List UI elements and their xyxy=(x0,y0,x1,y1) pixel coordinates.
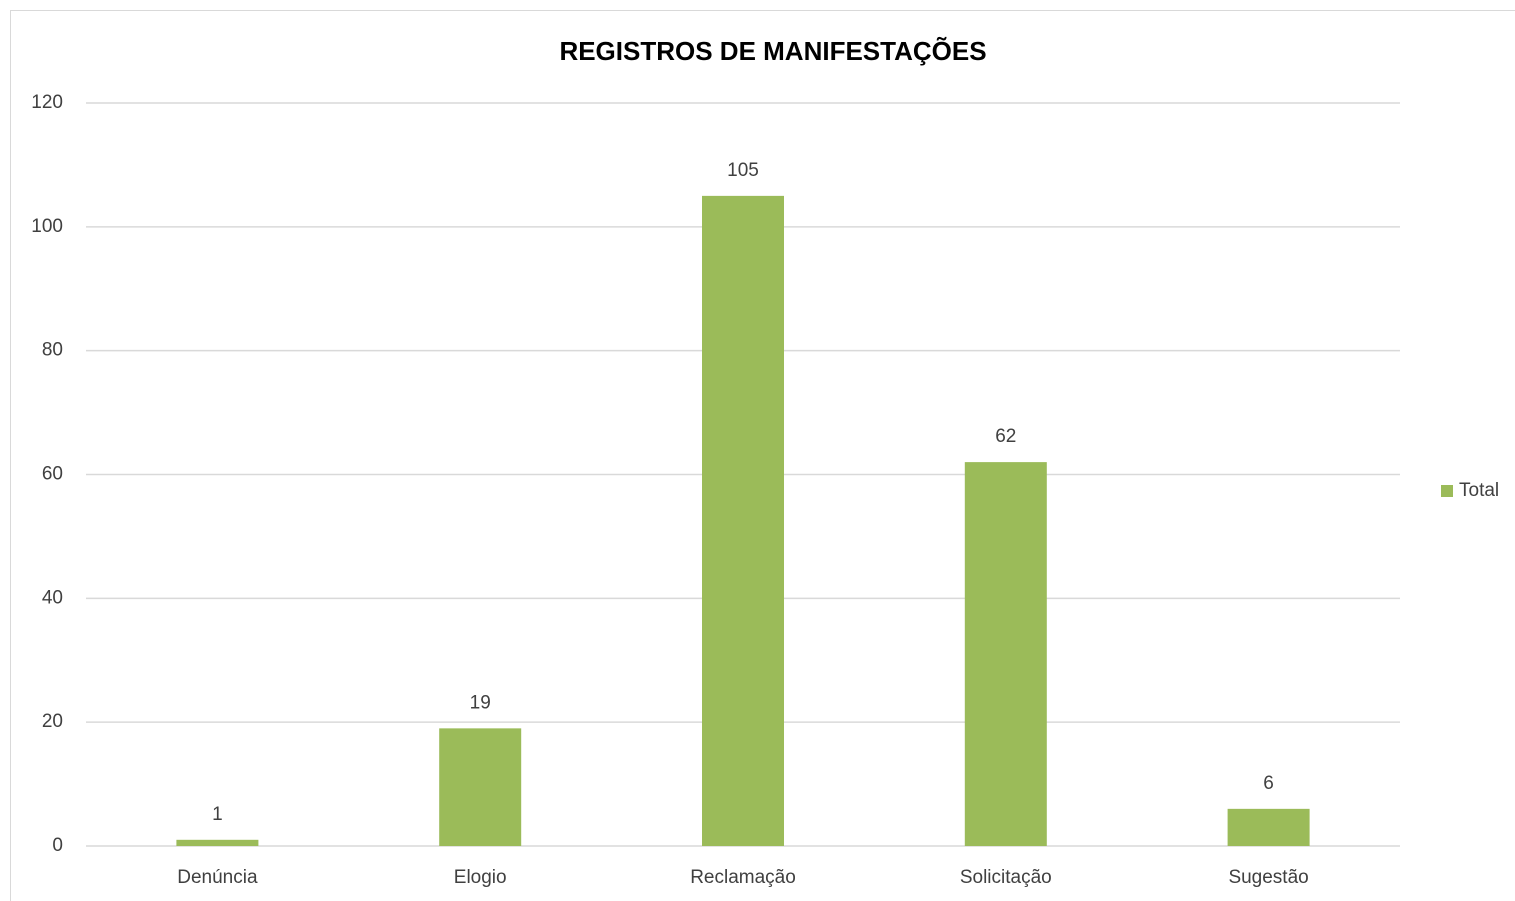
bar xyxy=(1227,808,1310,846)
y-tick-label: 80 xyxy=(42,340,63,361)
bar xyxy=(964,462,1047,846)
data-label: 19 xyxy=(470,692,491,713)
y-tick-label: 20 xyxy=(42,711,63,732)
y-tick-label: 60 xyxy=(42,464,63,485)
bar xyxy=(702,195,784,846)
y-tick-label: 40 xyxy=(42,587,63,608)
y-tick-label: 100 xyxy=(31,216,63,237)
y-tick-label: 120 xyxy=(31,92,63,113)
x-tick-label: Elogio xyxy=(454,867,507,888)
x-tick-label: Reclamação xyxy=(690,867,796,888)
chart-title: REGISTROS DE MANIFESTAÇÕES xyxy=(559,36,986,66)
data-label: 6 xyxy=(1263,773,1274,794)
data-label: 105 xyxy=(727,160,759,181)
legend-swatch xyxy=(1441,485,1453,497)
x-tick-label: Denúncia xyxy=(177,867,258,888)
data-label: 62 xyxy=(995,426,1016,447)
bar xyxy=(439,728,522,846)
data-label: 1 xyxy=(212,804,223,825)
legend-label: Total xyxy=(1459,480,1499,501)
x-tick-label: Solicitação xyxy=(960,867,1052,888)
bar xyxy=(176,839,259,846)
y-tick-label: 0 xyxy=(52,835,63,856)
x-tick-label: Sugestão xyxy=(1228,867,1308,888)
